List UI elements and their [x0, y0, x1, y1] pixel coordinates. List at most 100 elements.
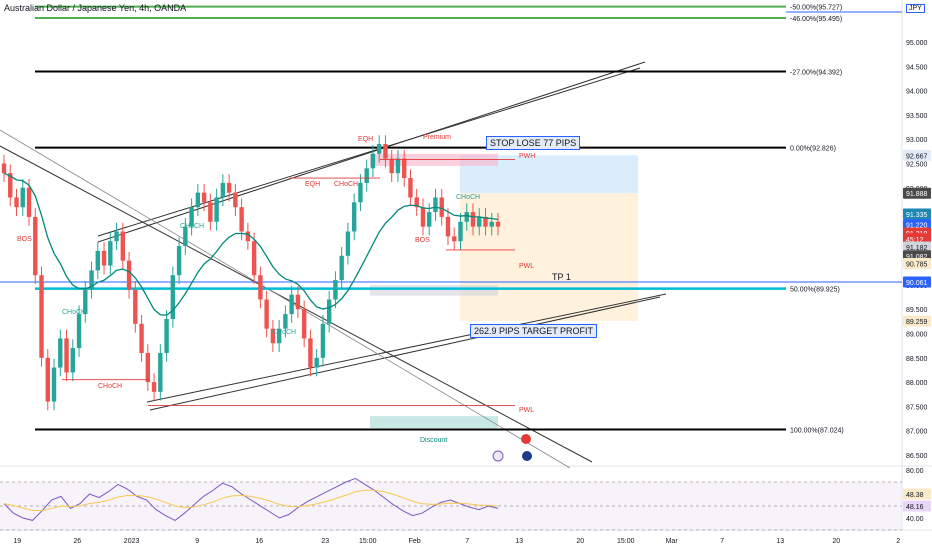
candle-body[interactable] [251, 241, 257, 276]
candle-body[interactable] [439, 197, 444, 217]
candle-body[interactable] [183, 226, 188, 247]
candle-body[interactable] [195, 192, 201, 208]
candle-body[interactable] [452, 236, 457, 242]
candle-body[interactable] [114, 231, 119, 242]
candle-body[interactable] [270, 328, 276, 344]
candle-body[interactable] [376, 144, 382, 154]
candle-body[interactable] [427, 212, 432, 227]
candle-body[interactable] [201, 192, 207, 203]
candle-body[interactable] [308, 338, 313, 368]
candle-body[interactable] [420, 207, 426, 227]
candle-body[interactable] [445, 216, 451, 237]
lightning-icon[interactable] [492, 450, 504, 462]
candle-body[interactable] [383, 144, 388, 159]
candle-body[interactable] [345, 231, 351, 256]
candle-body[interactable] [101, 250, 107, 266]
candle-body[interactable] [264, 299, 269, 329]
channel-upper-line[interactable] [97, 67, 641, 237]
candle-body[interactable] [108, 241, 113, 266]
candle-body[interactable] [83, 289, 88, 315]
candle-body[interactable] [333, 280, 338, 300]
candle-body[interactable] [276, 328, 282, 344]
candle-body[interactable] [208, 202, 213, 222]
candle-body[interactable] [433, 197, 438, 213]
candle-body[interactable] [389, 158, 394, 174]
tp1-label[interactable]: TP 1 [552, 272, 571, 282]
candle-body[interactable] [70, 348, 75, 373]
candle-body[interactable] [458, 221, 463, 242]
candle-body[interactable] [33, 216, 38, 276]
candle-body[interactable] [358, 182, 363, 203]
candle-body[interactable] [189, 207, 194, 227]
candle-body[interactable] [339, 255, 344, 281]
candle-body[interactable] [95, 250, 100, 271]
descending-trendline[interactable] [0, 129, 571, 469]
candle-body[interactable] [8, 173, 13, 198]
candle-body[interactable] [489, 221, 494, 227]
candle-body[interactable] [39, 275, 44, 358]
candle-body[interactable] [45, 357, 50, 402]
candle-body[interactable] [151, 382, 157, 392]
candle-body[interactable] [51, 367, 57, 402]
candle-body[interactable] [326, 299, 332, 324]
candle-body[interactable] [170, 275, 176, 319]
candle-body[interactable] [20, 187, 25, 208]
stop-loss-label[interactable]: STOP LOSE 77 PIPS [486, 136, 581, 150]
rsi-ma-line[interactable] [3, 489, 499, 512]
candle-body[interactable] [120, 231, 126, 261]
candle-body[interactable] [126, 260, 132, 290]
rsi-line[interactable] [3, 477, 499, 521]
candle-body[interactable] [495, 221, 501, 227]
candle-body[interactable] [58, 338, 63, 368]
price-pane[interactable] [0, 0, 902, 466]
candle-body[interactable] [164, 318, 169, 353]
candle-body[interactable] [395, 158, 401, 174]
candle-body[interactable] [64, 338, 69, 373]
time-axis[interactable]: 19 26 2023 9 16 23 15:00 Feb 7 13 20 15:00 Mar 7 13 20 2 [13, 538, 900, 545]
candle-body[interactable] [176, 246, 182, 276]
candle-body[interactable] [214, 197, 219, 222]
candle-body[interactable] [239, 207, 244, 232]
candle-body[interactable] [364, 168, 369, 183]
candle-body[interactable] [133, 289, 138, 324]
candle-body[interactable] [301, 309, 307, 339]
event-icon[interactable] [521, 434, 531, 444]
candle-body[interactable] [158, 352, 163, 392]
candle-body[interactable] [470, 212, 476, 227]
choch-label: CHoCH [62, 309, 86, 316]
rsi-axis[interactable]: 80.00 40.00 48.38 48.16 [903, 468, 931, 523]
target-profit-label[interactable]: 262.9 PIPS TARGET PROFIT [470, 324, 598, 338]
candle-body[interactable] [245, 231, 251, 242]
candle-body[interactable] [139, 323, 144, 353]
candle-body[interactable] [414, 197, 419, 208]
channel-lower-line[interactable] [149, 296, 661, 411]
candle-body[interactable] [258, 275, 263, 300]
candle-body[interactable] [314, 357, 319, 368]
channel-upper-line[interactable] [97, 61, 646, 243]
candle-body[interactable] [233, 192, 238, 208]
candle-body[interactable] [14, 197, 19, 208]
candle-body[interactable] [320, 323, 326, 358]
flag-icon[interactable] [522, 451, 532, 461]
candle-body[interactable] [351, 202, 357, 232]
candle-body[interactable] [402, 158, 407, 179]
currency-label[interactable]: JPY [906, 4, 925, 13]
candle-body[interactable] [408, 178, 413, 198]
candle-body[interactable] [283, 314, 288, 329]
channel-lower-line[interactable] [146, 293, 667, 403]
candle-body[interactable] [370, 153, 376, 169]
candle-body[interactable] [464, 212, 469, 222]
ema-line[interactable] [3, 172, 499, 316]
candle-body[interactable] [145, 352, 151, 383]
candle-body[interactable] [483, 216, 488, 227]
candle-body[interactable] [226, 182, 232, 193]
candle-body[interactable] [477, 216, 482, 227]
candle-body[interactable] [295, 294, 301, 310]
candle-body[interactable] [76, 314, 82, 349]
candle-body[interactable] [220, 182, 226, 198]
candle-body[interactable] [1, 163, 7, 174]
candle-body[interactable] [89, 270, 94, 290]
candle-body[interactable] [26, 187, 32, 217]
candle-body[interactable] [289, 294, 294, 315]
